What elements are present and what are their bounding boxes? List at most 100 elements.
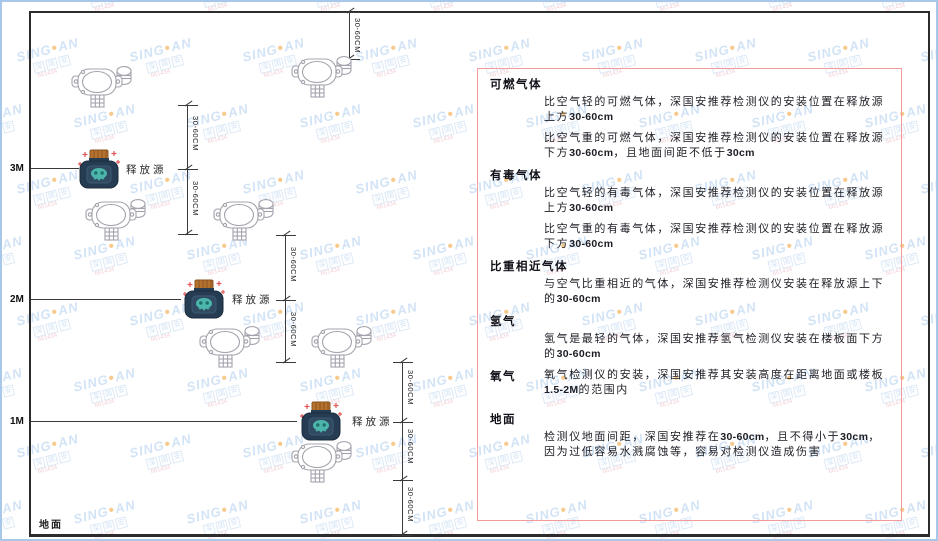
watermark-cjk: 深国安 xyxy=(202,379,253,404)
watermark-dot-icon: ● xyxy=(0,239,4,253)
watermark-dot-icon: ● xyxy=(389,305,399,319)
watermark-cjk-char: 深 xyxy=(428,258,442,272)
release-source-icon xyxy=(299,401,343,441)
dim-label: 30-60CM xyxy=(406,487,415,523)
section-paragraph: 与空气比重相近的气体，深国安推荐检测仪安装在释放源上下的30-60cm xyxy=(544,278,885,305)
watermark-cjk-char: 安 xyxy=(396,186,411,200)
dim-label: 30-60CM xyxy=(406,429,415,465)
watermark-cjk: 深国安 xyxy=(880,2,931,8)
watermark-contact: 661434 xyxy=(885,524,933,539)
watermark-cjk-char: 国 xyxy=(893,2,907,5)
watermark-cjk-char: 深 xyxy=(89,258,103,272)
watermark-cjk-char: 安 xyxy=(848,54,863,68)
level-line-1m xyxy=(31,421,297,422)
watermark-cjk-char: 国 xyxy=(441,387,455,401)
dim-tick xyxy=(276,300,296,301)
watermark-cjk-char: 国 xyxy=(2,255,3,269)
section-paragraph: 比空气重的有毒气体，深国安推荐检测仪的安装位置在释放源下方30-60cm xyxy=(544,223,885,250)
watermark-cjk-char: 国 xyxy=(102,123,116,137)
watermark-cjk: 深国安 xyxy=(32,181,83,206)
watermark-cjk-char: 深 xyxy=(202,390,216,404)
watermark-contact: 661434 xyxy=(0,530,3,541)
watermark-cjk-char: 国 xyxy=(102,519,116,533)
dim-tick xyxy=(276,362,296,363)
watermark-cjk-char: 安 xyxy=(680,0,693,2)
watermark-cjk-char: 国 xyxy=(215,255,229,269)
watermark-logo: SING●AN xyxy=(410,232,477,263)
watermark-contact: 661434 xyxy=(150,68,172,80)
height-label-1m: 1M xyxy=(10,416,24,427)
watermark-cjk: 深国安 xyxy=(2,247,27,272)
section-paragraph: 比空气轻的有毒气体，深国安推荐检测仪的安装位置在释放源上方30-60cm xyxy=(544,187,885,214)
watermark-logo: SING●AN xyxy=(2,497,24,527)
watermark-cjk: 深国安 xyxy=(315,247,366,272)
ceiling-line xyxy=(29,11,930,13)
dim-tick xyxy=(178,169,198,170)
watermark-contact: 661434 xyxy=(546,524,594,539)
section-paragraph: 氧气检测仪的安装，深国安推荐其安装高度在距离地面或楼板1.5-2M的范围内 xyxy=(544,369,885,396)
watermark-cjk-char: 安 xyxy=(453,120,468,134)
watermark-cjk-char: 安 xyxy=(340,384,355,398)
watermark-cjk-char: 国 xyxy=(45,57,59,71)
dim-label: 30-60CM xyxy=(406,370,415,406)
dim-label: 30-60CM xyxy=(191,181,200,217)
watermark-cjk: 深国安 xyxy=(428,247,479,272)
panel-section: 地面 检测仪地面间距，深国安推荐在30-60cm，且不得小于30cm，因为过低容易… xyxy=(488,411,893,460)
watermark-dot-icon: ● xyxy=(446,503,456,517)
watermark-cjk-char: 深 xyxy=(428,390,442,404)
watermark-cjk-char: 安 xyxy=(396,54,411,68)
watermark-dot-icon: ● xyxy=(333,371,343,385)
dim-chain-2m: 30-60CM 30-60CM xyxy=(276,235,298,363)
watermark-cjk: 深国安 xyxy=(371,313,422,338)
watermark-dot-icon: ● xyxy=(0,107,4,121)
watermark-cjk-char: 国 xyxy=(667,2,681,5)
watermark-dot-icon: ● xyxy=(50,437,60,451)
watermark-cjk-char: 深 xyxy=(654,2,668,8)
watermark-contact: 661434 xyxy=(150,332,172,344)
dim-tick xyxy=(393,480,413,481)
watermark-logo: SING●AN xyxy=(579,34,646,65)
watermark-logo: SING●AN xyxy=(466,34,533,65)
watermark-dot-icon: ● xyxy=(446,107,456,121)
watermark-cjk: 深国安 xyxy=(258,313,309,338)
watermark-cjk-char: 国 xyxy=(441,255,455,269)
watermark-cjk-char: 安 xyxy=(2,252,16,266)
watermark-logo: SING●AN xyxy=(14,430,81,461)
height-label-2m: 2M xyxy=(10,294,24,305)
watermark-logo: SING●AN xyxy=(240,166,307,197)
watermark-contact: 661434 xyxy=(320,266,342,278)
dim-tick xyxy=(393,535,413,536)
watermark-cjk-char: 国 xyxy=(215,387,229,401)
watermark-cjk-char: 国 xyxy=(667,519,681,533)
panel-section: 氧气 氧气检测仪的安装，深国安推荐其安装高度在距离地面或楼板1.5-2M的范围内 xyxy=(488,368,893,398)
watermark-cjk-char: 国 xyxy=(441,519,455,533)
watermark-cjk-char: 安 xyxy=(57,186,72,200)
watermark-contact: 661434 xyxy=(0,134,3,146)
watermark-cjk-char: 安 xyxy=(2,384,16,398)
watermark-cjk-char: 国 xyxy=(893,519,907,533)
watermark-cjk-char: 安 xyxy=(509,54,524,68)
watermark-cjk-char: 安 xyxy=(622,54,637,68)
watermark-cjk-char: 国 xyxy=(384,321,398,335)
watermark-dot-icon: ● xyxy=(220,107,230,121)
watermark-cjk: 深国安 xyxy=(428,379,479,404)
watermark-logo: SING●AN xyxy=(0,101,24,131)
watermark-dot-icon: ● xyxy=(163,437,173,451)
watermark-cjk-char: 安 xyxy=(453,516,468,530)
release-source-label: 释放源 xyxy=(352,417,393,428)
watermark-logo: SING●AN xyxy=(297,496,364,527)
watermark-cjk-char: 国 xyxy=(384,189,398,203)
watermark-dot-icon: ● xyxy=(389,173,399,187)
